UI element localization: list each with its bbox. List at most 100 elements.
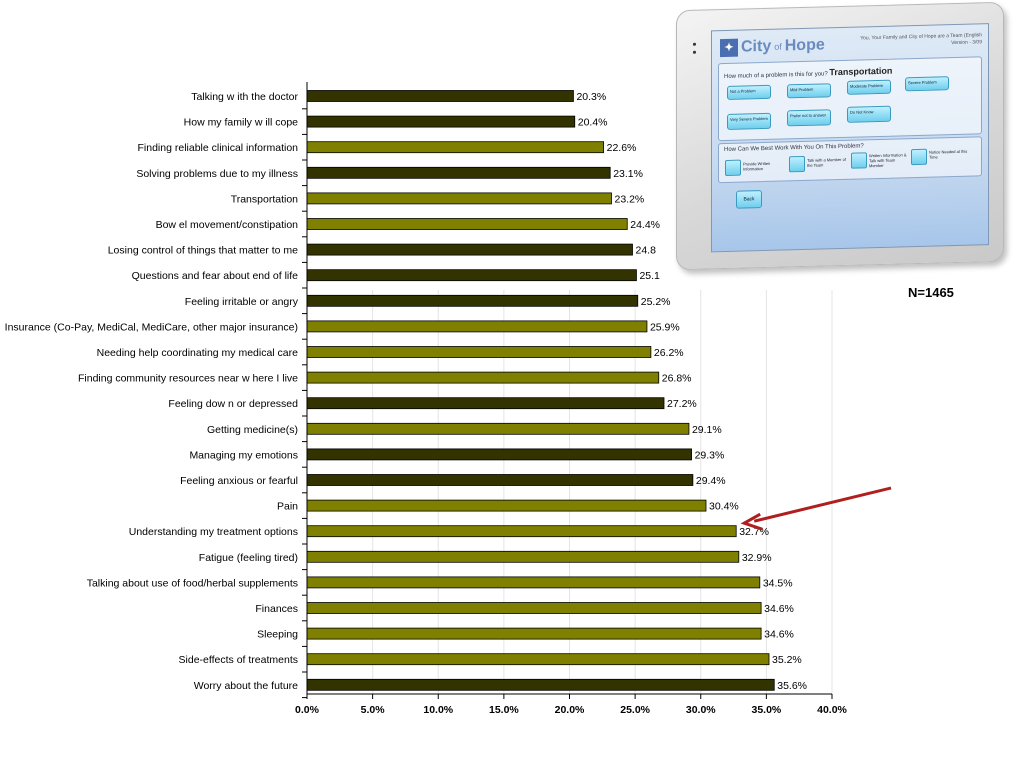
category-label: Sleeping (257, 629, 298, 641)
value-label: 25.2% (641, 296, 671, 308)
back-button[interactable]: Back (736, 190, 762, 209)
value-label: 26.2% (654, 347, 684, 359)
severity-button-severe[interactable]: Severe Problem (905, 76, 949, 92)
x-tick-label: 35.0% (751, 704, 781, 716)
bar (306, 474, 694, 486)
severity-button-mild[interactable]: Mild Problem (787, 83, 831, 99)
help-option-label: Talk with a Member of the Team (807, 156, 846, 168)
category-label: Talking w ith the doctor (191, 91, 298, 103)
question-topic: Transportation (829, 65, 893, 78)
help-option-label: Notice Needed at this Time (929, 148, 968, 160)
value-label: 30.4% (709, 501, 739, 513)
help-option-box[interactable] (851, 152, 867, 169)
category-label: Fatigue (feeling tired) (199, 552, 298, 564)
category-label: Needing help coordinating my medical car… (97, 347, 299, 359)
screen-header: You, Your Family and City of Hope are a … (832, 32, 982, 50)
value-label: 20.3% (576, 91, 606, 103)
help-option-box[interactable] (725, 159, 741, 177)
tablet-sensor-dot (693, 50, 696, 54)
bar (306, 602, 762, 614)
category-label: Transportation (231, 193, 298, 205)
category-label: Side-effects of treatments (179, 654, 298, 666)
category-label: Losing control of things that matter to … (108, 245, 298, 257)
bar (306, 422, 690, 435)
value-label: 29.1% (692, 424, 722, 436)
value-label: 25.9% (650, 321, 680, 333)
value-label: 26.8% (662, 373, 692, 385)
value-label: 34.5% (763, 577, 793, 589)
bar (306, 115, 576, 128)
category-label: Feeling irritable or angry (185, 296, 299, 308)
question-text: How much of a problem is this for you? (724, 71, 828, 81)
category-label: Finding community resources near w here … (78, 373, 298, 385)
category-label: Managing my emotions (189, 449, 298, 461)
value-label: 20.4% (578, 117, 608, 129)
bar (306, 269, 637, 282)
category-label: Getting medicine(s) (207, 424, 298, 436)
bars (306, 90, 775, 691)
category-label: Bow el movement/constipation (156, 219, 299, 231)
logo-text: City (741, 37, 772, 56)
bar (306, 653, 770, 666)
sample-size-label: N=1465 (908, 285, 954, 300)
help-panel: How Can We Best Work With You On This Pr… (718, 136, 982, 184)
severity-button-very-severe[interactable]: Very Severe Problem (727, 112, 771, 130)
value-label: 35.2% (772, 654, 802, 666)
bar (306, 627, 762, 640)
value-label: 23.1% (613, 168, 643, 180)
help-option-box[interactable] (789, 155, 805, 173)
value-label: 24.8 (636, 245, 657, 257)
severity-button-do-not-know[interactable]: Do Not Know (847, 105, 891, 123)
category-label: Understanding my treatment options (129, 526, 298, 538)
help-question: How Can We Best Work With You On This Pr… (724, 143, 864, 154)
tablet-mockup: ✦ City of Hope You, Your Family and City… (676, 1, 1004, 271)
value-label: 34.6% (764, 603, 794, 615)
annotation-arrow (740, 486, 892, 531)
value-label: 34.6% (764, 629, 794, 641)
axes (302, 82, 833, 699)
logo-icon: ✦ (720, 38, 738, 58)
bar (306, 218, 628, 230)
x-tick-label: 30.0% (686, 704, 716, 716)
bar (306, 525, 737, 538)
arrow-head (740, 512, 763, 531)
severity-button-not-a-problem[interactable]: Not a Problem (727, 84, 771, 100)
bar (306, 243, 633, 256)
question: How much of a problem is this for you? T… (724, 66, 892, 80)
bar (306, 166, 611, 179)
category-label: Solving problems due to my illness (136, 168, 298, 180)
value-label: 25.1 (639, 270, 660, 282)
category-label: Worry about the future (194, 680, 298, 692)
severity-button-moderate[interactable]: Moderate Problem (847, 79, 891, 95)
category-label: Finding reliable clinical information (138, 142, 299, 154)
bar (306, 192, 612, 205)
x-tick-label: 0.0% (295, 704, 320, 716)
bar (306, 371, 660, 384)
category-label: Feeling anxious or fearful (180, 475, 298, 487)
arrow-shaft (753, 486, 892, 523)
value-label: 27.2% (667, 398, 697, 410)
severity-panel: How much of a problem is this for you? T… (718, 56, 982, 142)
help-option-label: Written Information & Talk with Team Mem… (869, 152, 907, 169)
value-label: 29.4% (696, 475, 726, 487)
tablet-screen: ✦ City of Hope You, Your Family and City… (711, 23, 989, 253)
category-label: How my family w ill cope (184, 117, 299, 129)
category-label: Finances (255, 603, 298, 615)
bar (306, 576, 761, 589)
help-option-box[interactable] (911, 148, 927, 166)
labels: 0.0% 5.0% 10.0% 15.0% 20.0% 25.0% 30.0% 35.0% 40… (5, 91, 848, 716)
category-label: Questions and fear about end of life (132, 270, 299, 282)
value-label: 29.3% (695, 449, 725, 461)
severity-button-prefer-not[interactable]: Prefer not to answer (787, 109, 831, 127)
category-label: Talking about use of food/herbal supplem… (87, 577, 298, 589)
bar (306, 448, 692, 461)
bar (306, 320, 648, 333)
city-of-hope-logo: ✦ City of Hope (720, 36, 825, 58)
x-tick-label: 40.0% (817, 704, 847, 716)
category-label: Insurance (Co-Pay, MediCal, MediCare, ot… (5, 321, 298, 333)
bar (306, 678, 775, 691)
bar (306, 499, 707, 512)
x-tick-label: 25.0% (620, 704, 650, 716)
bar (306, 346, 652, 358)
